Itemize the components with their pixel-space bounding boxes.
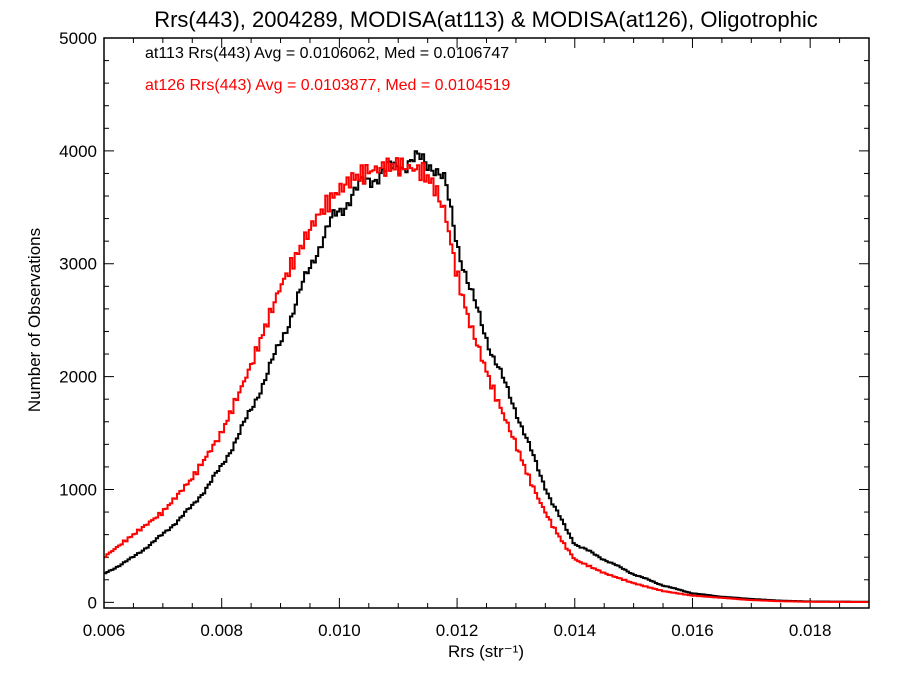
y-tick-label: 5000 xyxy=(59,29,97,48)
axis-ticks: 0.006 0.008 0.010 0.012 0.014 0.016 0.018 0 1000… xyxy=(59,29,870,640)
x-tick-label: 0.006 xyxy=(83,621,126,640)
y-tick-label: 0 xyxy=(88,593,97,612)
x-tick-label: 0.008 xyxy=(200,621,243,640)
plot-frame xyxy=(103,37,870,609)
legend-entry-at126: at126 Rrs(443) Avg = 0.0103877, Med = 0.… xyxy=(145,77,510,94)
y-tick-label: 2000 xyxy=(59,368,97,387)
y-tick-label: 4000 xyxy=(59,142,97,161)
x-tick-label: 0.010 xyxy=(318,621,361,640)
y-axis-label: Number of Observations xyxy=(25,228,44,412)
y-tick-label: 3000 xyxy=(59,255,97,274)
y-tick-label: 1000 xyxy=(59,480,97,499)
chart-title: Rrs(443), 2004289, MODISA(at113) & MODIS… xyxy=(154,7,818,32)
x-tick-label: 0.016 xyxy=(671,621,714,640)
series-line-at113 xyxy=(104,150,869,603)
x-tick-label: 0.018 xyxy=(789,621,832,640)
x-tick-label: 0.014 xyxy=(553,621,596,640)
series-line-at126 xyxy=(104,157,869,604)
plot-lines xyxy=(104,150,869,604)
x-tick-label: 0.012 xyxy=(436,621,479,640)
x-axis-label: Rrs (str⁻¹) xyxy=(448,642,524,661)
legend-entry-at113: at113 Rrs(443) Avg = 0.0106062, Med = 0.… xyxy=(145,45,509,62)
